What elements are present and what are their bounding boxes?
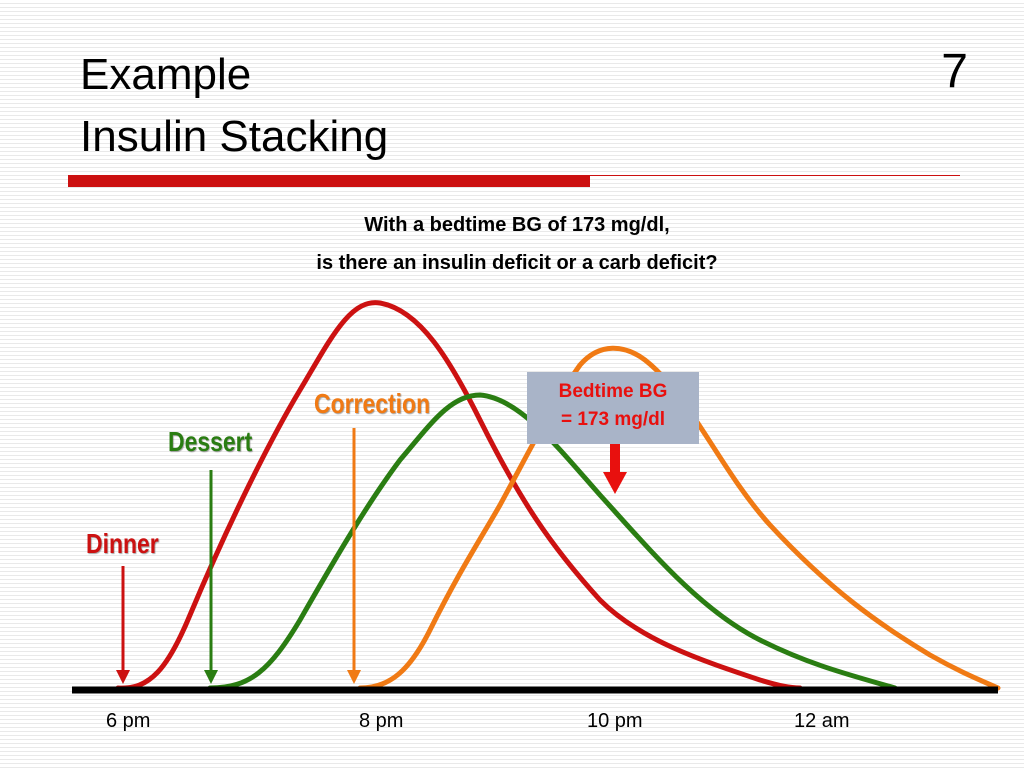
dessert-arrow-head bbox=[204, 670, 218, 684]
dessert-label: Dessert bbox=[168, 426, 253, 457]
bedtime-arrow-head bbox=[603, 472, 627, 494]
title-underline-thin bbox=[590, 175, 960, 176]
bedtime-bg-line-2: = 173 mg/dl bbox=[560, 409, 666, 430]
x-tick-label: 8 pm bbox=[359, 710, 404, 732]
slide-title-line-1: Example bbox=[80, 50, 252, 99]
slide-number: 7 bbox=[941, 45, 968, 98]
bedtime-bg-callout: Bedtime BG = 173 mg/dl bbox=[527, 372, 699, 444]
correction-arrow-head bbox=[347, 670, 361, 684]
title-underline-bar bbox=[68, 175, 590, 187]
question-line-1: With a bedtime BG of 173 mg/dl, bbox=[364, 214, 670, 236]
dinner-label: Dinner bbox=[86, 528, 159, 559]
bedtime-arrow-shaft bbox=[610, 444, 620, 476]
dinner-arrow-head bbox=[116, 670, 130, 684]
dinner-insulin-curve bbox=[115, 300, 803, 691]
correction-insulin-curve bbox=[357, 345, 1001, 691]
x-tick-label: 10 pm bbox=[587, 710, 643, 732]
slide-title-line-2: Insulin Stacking bbox=[80, 112, 389, 161]
x-tick-label: 6 pm bbox=[106, 710, 151, 732]
x-tick-label: 12 am bbox=[794, 710, 850, 732]
question-line-2: is there an insulin deficit or a carb de… bbox=[316, 252, 718, 274]
correction-label: Correction bbox=[314, 388, 431, 419]
dessert-insulin-curve bbox=[207, 392, 898, 691]
bedtime-bg-line-1: Bedtime BG bbox=[558, 381, 668, 402]
